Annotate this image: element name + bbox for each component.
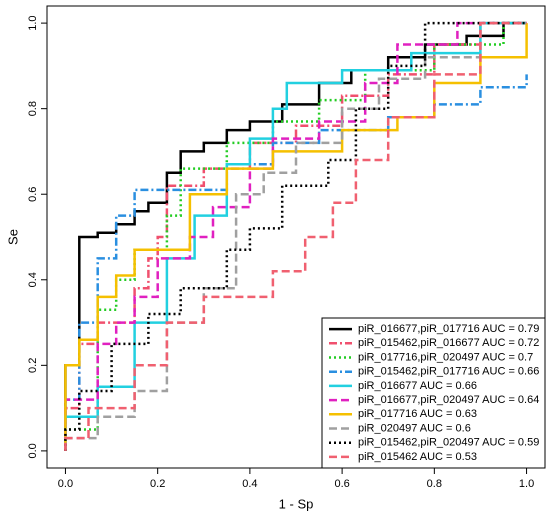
roc-curve [64,21,527,451]
roc-curve [64,21,527,451]
legend-label: piR_016677,piR_020497 AUC = 0.64 [358,394,539,406]
x-tick-label: 0.4 [242,478,257,490]
legend-label: piR_016677 AUC = 0.66 [358,380,477,392]
legend-label: piR_015462 AUC = 0.53 [358,451,477,463]
legend-label: piR_015462,piR_016677 AUC = 0.72 [358,337,539,349]
x-axis-label: 1 - Sp [279,496,314,511]
y-tick-label: 1.0 [27,15,39,30]
roc-curve [64,21,527,451]
roc-curve [64,21,527,451]
y-tick-label: 0.2 [27,358,39,373]
x-tick-label: 0.8 [427,478,442,490]
y-tick-label: 0.0 [27,443,39,458]
x-tick-label: 0.0 [58,478,73,490]
y-tick-label: 0.4 [27,272,39,287]
legend: piR_016677,piR_017716 AUC = 0.79 piR_0154… [321,317,546,469]
x-tick-label: 0.6 [334,478,349,490]
y-axis-label: Se [5,229,20,245]
x-tick-label: 0.2 [150,478,165,490]
x-tick-label: 1.0 [519,478,534,490]
y-tick-label: 0.6 [27,187,39,202]
roc-curve [64,23,528,451]
roc-curve [64,21,527,451]
legend-label: piR_020497 AUC = 0.6 [358,422,471,434]
legend-box [321,317,546,469]
roc-curve [64,21,527,451]
legend-label: piR_016677,piR_017716 AUC = 0.79 [358,323,539,335]
legend-label: piR_015462,piR_020497 AUC = 0.59 [358,437,539,449]
legend-label: piR_017716,piR_020497 AUC = 0.7 [358,351,533,363]
plot-frame [46,5,546,469]
y-tick-label: 0.8 [27,101,39,116]
legend-label: piR_015462,piR_017716 AUC = 0.66 [358,366,539,378]
legend-label: piR_017716 AUC = 0.63 [358,408,477,420]
